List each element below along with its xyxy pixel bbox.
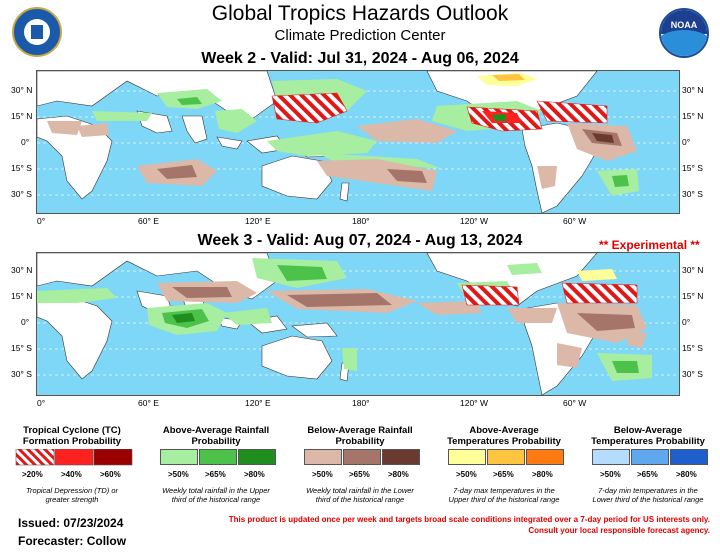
issued-date: Issued: 07/23/2024 xyxy=(18,516,124,530)
legend-below-temp: Below-Average Temperatures Probability >… xyxy=(576,425,720,507)
week2-lat-left-1: 15° N xyxy=(11,111,33,121)
legend-above-rain-label-1: >65% xyxy=(205,470,226,479)
week3-lon-2: 120° E xyxy=(245,398,271,408)
week3-lat-right-3: 15° S xyxy=(682,343,703,353)
week3-lat-left-3: 15° S xyxy=(11,343,32,353)
legend-below-rain-label-2: >80% xyxy=(388,470,409,479)
forecaster-name: Forecaster: Collow xyxy=(18,534,127,548)
week3-lat-left-1: 15° N xyxy=(11,291,33,301)
legend-below-rain-desc: Weekly total rainfall in the Lower third… xyxy=(306,486,414,504)
week2-lon-2: 120° E xyxy=(245,216,271,226)
legend-above-temp-desc: 7-day max temperatures in the Upper thir… xyxy=(448,486,560,504)
legend-above-rain-desc: Weekly total rainfall in the Upper third… xyxy=(162,486,270,504)
week2-lat-left-2: 0° xyxy=(21,137,30,147)
legend-above-rain-label-2: >80% xyxy=(244,470,265,479)
week2-map xyxy=(36,70,680,214)
disclaimer-line2: Consult your local responsible forecast … xyxy=(528,526,710,535)
week3-lon-3: 180° xyxy=(352,398,370,408)
week3-map-graphic xyxy=(37,253,679,395)
legend-below-temp-swatch-80 xyxy=(670,449,708,465)
legend-above-temp-swatch-80 xyxy=(526,449,564,465)
legend-tc-label-0: >20% xyxy=(22,470,43,479)
week2-map-graphic xyxy=(37,71,679,213)
week2-lon-3: 180° xyxy=(352,216,370,226)
legend-above-rain-swatch-50 xyxy=(160,449,198,465)
week3-lon-0: 0° xyxy=(37,398,46,408)
legend-below-rain-title: Below-Average Rainfall Probability xyxy=(307,425,413,447)
week3-lat-right-4: 30° S xyxy=(682,369,703,379)
legend-tc: Tropical Cyclone (TC) Formation Probabil… xyxy=(0,425,144,507)
legend-below-rain-label-0: >50% xyxy=(312,470,333,479)
legend-above-temp-label-0: >50% xyxy=(456,470,477,479)
legend-below-temp-label-0: >50% xyxy=(600,470,621,479)
week3-lon-1: 60° E xyxy=(138,398,159,408)
page-title: Global Tropics Hazards Outlook xyxy=(211,2,509,25)
week3-lat-left-0: 30° N xyxy=(11,265,33,275)
legend-tc-swatches xyxy=(15,449,133,466)
week2-lat-left-4: 30° S xyxy=(11,189,32,199)
week3-lat-right-0: 30° N xyxy=(682,265,704,275)
week2-lat-right-1: 15° N xyxy=(682,111,704,121)
week2-lat-right-4: 30° S xyxy=(682,189,703,199)
week2-lat-right-3: 15° S xyxy=(682,163,703,173)
legend-below-temp-title: Below-Average Temperatures Probability xyxy=(591,425,705,447)
noaa-logo: NOAA xyxy=(659,8,709,58)
week2-lat-right-0: 30° N xyxy=(682,85,704,95)
legend-above-temp-label-1: >65% xyxy=(493,470,514,479)
legend-below-temp-swatch-50 xyxy=(592,449,630,465)
week3-lat-right-2: 0° xyxy=(682,317,691,327)
legend-below-rain-swatch-50 xyxy=(304,449,342,465)
doc-seal-logo xyxy=(12,7,62,57)
week2-lon-0: 0° xyxy=(37,216,46,226)
legend-above-temp-swatch-50 xyxy=(448,449,486,465)
experimental-label: ** Experimental ** xyxy=(599,238,700,252)
legend-tc-title: Tropical Cyclone (TC) Formation Probabil… xyxy=(22,425,122,447)
legend-below-rain: Below-Average Rainfall Probability >50% … xyxy=(288,425,432,507)
legend-below-rain-label-1: >65% xyxy=(349,470,370,479)
legend-above-temp-swatch-65 xyxy=(487,449,525,465)
week3-lat-left-4: 30° S xyxy=(11,369,32,379)
legend-above-rain-swatch-80 xyxy=(238,449,276,465)
legend-tc-desc: Tropical Depression (TD) or greater stre… xyxy=(26,486,118,504)
legend-above-rain: Above-Average Rainfall Probability >50% … xyxy=(144,425,288,507)
legend-tc-label-2: >60% xyxy=(100,470,121,479)
legend-above-rain-title: Above-Average Rainfall Probability xyxy=(162,425,270,447)
week2-title: Week 2 - Valid: Jul 31, 2024 - Aug 06, 2… xyxy=(201,50,519,67)
week3-lon-5: 60° W xyxy=(563,398,587,408)
legend-below-temp-label-2: >80% xyxy=(676,470,697,479)
legend-above-rain-swatch-65 xyxy=(199,449,237,465)
legend-below-rain-swatch-65 xyxy=(343,449,381,465)
week3-lon-4: 120° W xyxy=(460,398,488,408)
week3-lat-right-1: 15° N xyxy=(682,291,704,301)
week2-lon-1: 60° E xyxy=(138,216,159,226)
legend-above-rain-label-0: >50% xyxy=(168,470,189,479)
week2-lat-right-2: 0° xyxy=(682,137,691,147)
week3-lat-left-2: 0° xyxy=(21,317,30,327)
week3-map xyxy=(36,252,680,396)
legend-above-temp-label-2: >80% xyxy=(532,470,553,479)
legend-above-temp: Above-Average Temperatures Probability >… xyxy=(432,425,576,507)
noaa-logo-text: NOAA xyxy=(670,20,698,30)
week2-lat-left-3: 15° S xyxy=(11,163,32,173)
legend-below-temp-swatch-65 xyxy=(631,449,669,465)
disclaimer-line1: This product is updated once per week an… xyxy=(228,515,710,524)
week3-title: Week 3 - Valid: Aug 07, 2024 - Aug 13, 2… xyxy=(197,232,523,249)
legend-above-temp-title: Above-Average Temperatures Probability xyxy=(447,425,561,447)
legend-below-rain-swatch-80 xyxy=(382,449,420,465)
page-subtitle: Climate Prediction Center xyxy=(274,27,446,44)
legend-tc-label-1: >40% xyxy=(61,470,82,479)
legend-below-temp-label-1: >65% xyxy=(637,470,658,479)
week2-lon-5: 60° W xyxy=(563,216,587,226)
week2-lat-left-0: 30° N xyxy=(11,85,33,95)
week2-lon-4: 120° W xyxy=(460,216,488,226)
legend-below-temp-desc: 7-day min temperatures in the Lower thir… xyxy=(592,486,704,504)
